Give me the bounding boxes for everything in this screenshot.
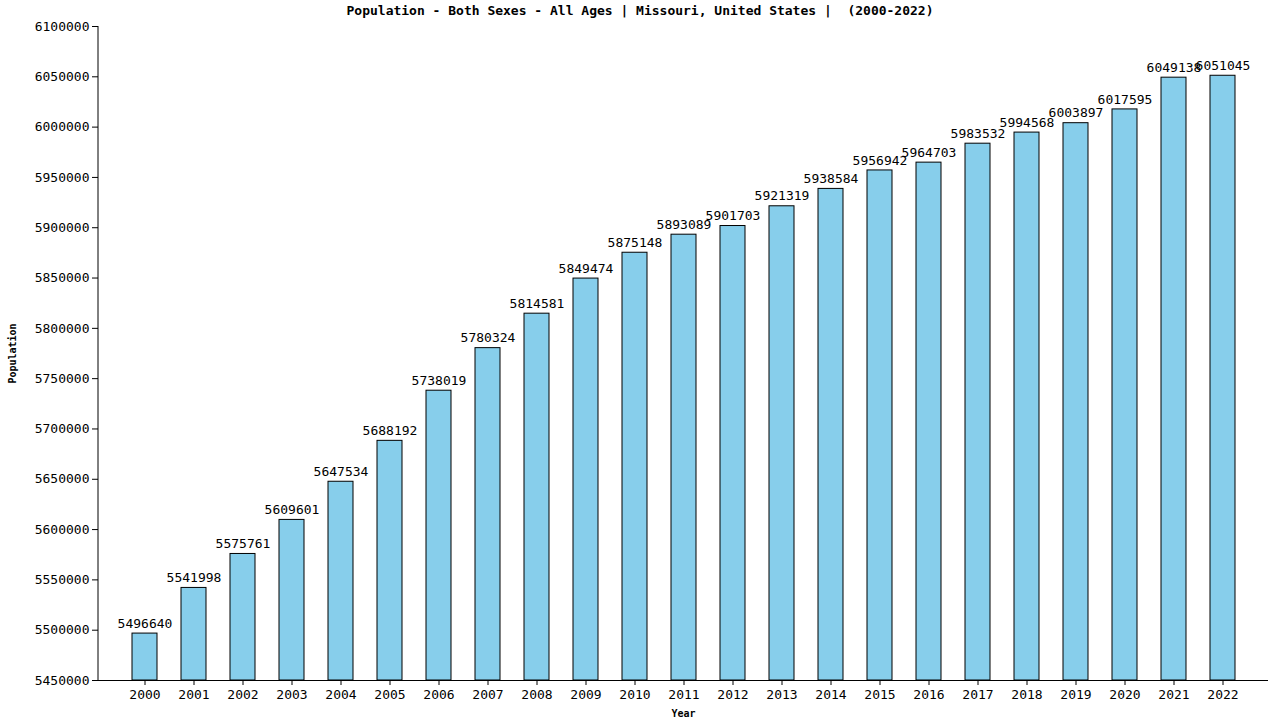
svg-text:2004: 2004 (325, 687, 356, 702)
svg-text:2020: 2020 (1109, 687, 1140, 702)
svg-text:2005: 2005 (374, 687, 405, 702)
svg-text:5647534: 5647534 (314, 464, 369, 479)
svg-text:5700000: 5700000 (35, 421, 90, 436)
svg-text:5750000: 5750000 (35, 371, 90, 386)
svg-text:5900000: 5900000 (35, 220, 90, 235)
svg-text:5575761: 5575761 (216, 536, 271, 551)
svg-text:6000000: 6000000 (35, 119, 90, 134)
svg-text:5500000: 5500000 (35, 622, 90, 637)
svg-text:5901703: 5901703 (706, 208, 761, 223)
svg-text:5814581: 5814581 (510, 296, 565, 311)
svg-text:2008: 2008 (521, 687, 552, 702)
svg-text:2011: 2011 (668, 687, 699, 702)
svg-text:2017: 2017 (962, 687, 993, 702)
svg-text:5994568: 5994568 (1000, 115, 1055, 130)
svg-text:Population: Population (7, 323, 18, 383)
svg-text:5541998: 5541998 (167, 570, 222, 585)
svg-text:5956942: 5956942 (853, 153, 908, 168)
svg-text:6003897: 6003897 (1049, 105, 1104, 120)
svg-text:2001: 2001 (178, 687, 209, 702)
svg-text:5496640: 5496640 (118, 616, 173, 631)
svg-text:2000: 2000 (129, 687, 160, 702)
svg-text:5780324: 5780324 (461, 330, 516, 345)
svg-text:5921319: 5921319 (755, 188, 810, 203)
svg-text:5893089: 5893089 (657, 217, 712, 232)
svg-text:5849474: 5849474 (559, 261, 614, 276)
svg-text:5938584: 5938584 (804, 171, 859, 186)
svg-text:6017595: 6017595 (1098, 92, 1153, 107)
svg-text:2014: 2014 (815, 687, 846, 702)
svg-text:5964703: 5964703 (902, 145, 957, 160)
svg-text:6049138: 6049138 (1147, 60, 1202, 75)
svg-text:2002: 2002 (227, 687, 258, 702)
svg-text:6050000: 6050000 (35, 69, 90, 84)
svg-text:2021: 2021 (1158, 687, 1189, 702)
svg-text:2007: 2007 (472, 687, 503, 702)
svg-text:2006: 2006 (423, 687, 454, 702)
svg-text:2012: 2012 (717, 687, 748, 702)
svg-text:5738019: 5738019 (412, 373, 467, 388)
svg-text:5450000: 5450000 (35, 673, 90, 688)
svg-text:2018: 2018 (1011, 687, 1042, 702)
html-text:Population - Both Sexes - All: Population - Both Sexes - All Ages | Mis… (346, 3, 934, 18)
svg-text:6100000: 6100000 (35, 22, 90, 34)
svg-text:5983532: 5983532 (951, 126, 1006, 141)
svg-text:5609601: 5609601 (265, 502, 320, 517)
svg-text:5950000: 5950000 (35, 170, 90, 185)
svg-text:5875148: 5875148 (608, 235, 663, 250)
svg-text:2016: 2016 (913, 687, 944, 702)
svg-text:5800000: 5800000 (35, 321, 90, 336)
svg-text:5650000: 5650000 (35, 471, 90, 486)
svg-text:2022: 2022 (1207, 687, 1238, 702)
svg-text:2019: 2019 (1060, 687, 1091, 702)
svg-text:5688192: 5688192 (363, 423, 418, 438)
svg-text:5550000: 5550000 (35, 572, 90, 587)
svg-text:6051045: 6051045 (1196, 58, 1251, 73)
svg-text:2013: 2013 (766, 687, 797, 702)
svg-text:5600000: 5600000 (35, 522, 90, 537)
svg-text:Year: Year (671, 708, 695, 719)
svg-text:2015: 2015 (864, 687, 895, 702)
svg-text:2003: 2003 (276, 687, 307, 702)
svg-text:5850000: 5850000 (35, 270, 90, 285)
svg-text:2009: 2009 (570, 687, 601, 702)
svg-text:2010: 2010 (619, 687, 650, 702)
